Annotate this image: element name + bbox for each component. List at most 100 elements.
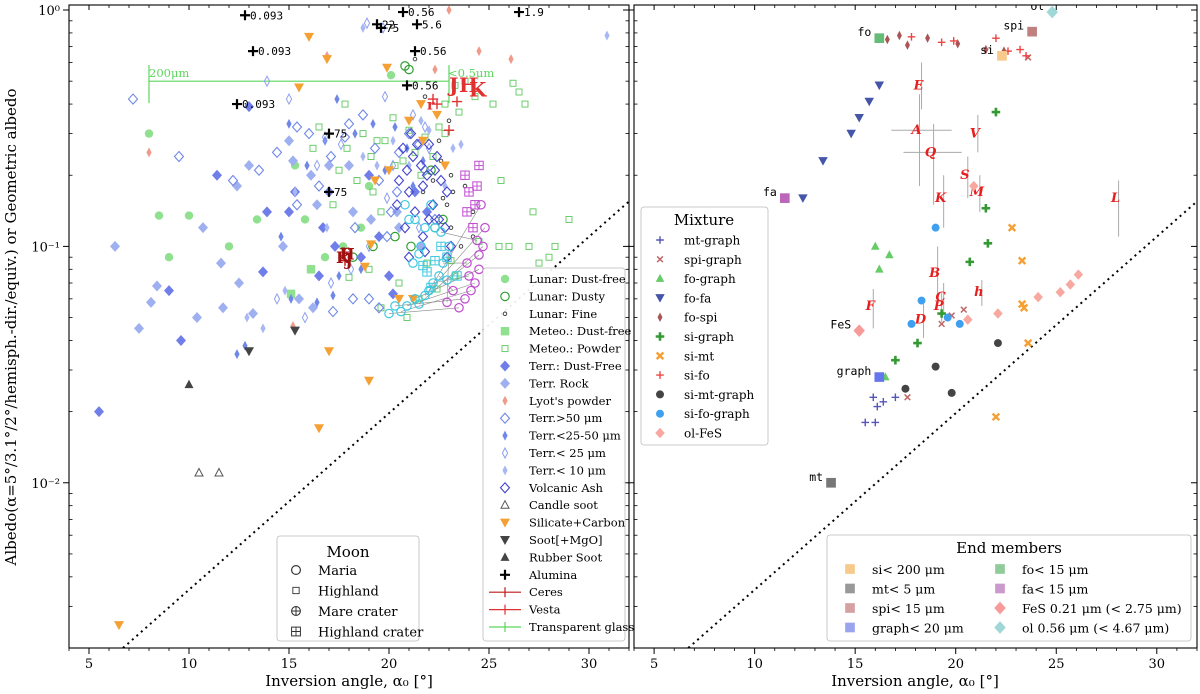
legend-item-candle-soot: Candle soot bbox=[500, 498, 598, 512]
point-terr-rock bbox=[278, 240, 288, 252]
legend-label: Terr.<25-50 μm bbox=[529, 429, 621, 443]
point-mt-graph bbox=[871, 418, 880, 427]
point-terr-dust-free bbox=[244, 101, 254, 113]
right-x-axis-label: Inversion angle, α₀ [°] bbox=[831, 672, 999, 690]
grey-connector-line bbox=[394, 298, 466, 307]
series-si-mt-graph bbox=[901, 339, 1002, 397]
point-vesta bbox=[443, 125, 455, 136]
asteroid-class-l: L bbox=[1110, 180, 1120, 237]
series-terr-50-m bbox=[127, 93, 441, 318]
point-terr-25-m bbox=[337, 138, 345, 151]
asteroid-class-d: D bbox=[914, 304, 927, 338]
point-lunar-dust-free bbox=[164, 253, 174, 262]
point-cyan-photometry bbox=[434, 271, 444, 281]
series-magenta-crater bbox=[460, 160, 484, 233]
point-terr-rock bbox=[284, 135, 294, 147]
point-volcanic-ash bbox=[431, 150, 443, 163]
point-terr-dust-free bbox=[284, 206, 294, 218]
asteroid-class-label: V bbox=[970, 127, 982, 142]
point-terr-25-m bbox=[273, 292, 281, 305]
series-cyan-photometry bbox=[384, 199, 454, 319]
point-silicate-carbon bbox=[440, 161, 450, 171]
point-cyan-photometry bbox=[404, 214, 414, 225]
point-si-fo bbox=[1022, 52, 1030, 60]
asteroid-class-label: F bbox=[865, 299, 876, 314]
endmember-legend-item-fo-15-m: fo< 15 μm bbox=[995, 562, 1089, 577]
legend-label: Transparent glass bbox=[529, 620, 634, 634]
point-magenta-photometry bbox=[472, 235, 482, 246]
mixture-legend-label: mt-graph bbox=[684, 234, 741, 248]
mixture-legend-swatch bbox=[656, 255, 664, 263]
transparent-glass-bracket bbox=[148, 65, 450, 104]
point-terr-50-m bbox=[303, 127, 315, 140]
point-cyan-photometry bbox=[430, 222, 440, 233]
point-mt-graph bbox=[891, 393, 900, 402]
point-candle-soot bbox=[214, 467, 224, 477]
series-si-graph bbox=[891, 107, 1001, 365]
legend-label: Candle soot bbox=[529, 498, 598, 512]
endmember-legend-item-mt-5-m: mt< 5 μm bbox=[845, 582, 935, 597]
point-cyan-photometry bbox=[390, 301, 400, 311]
point-meteo-powder bbox=[369, 188, 377, 196]
point-vesta bbox=[427, 93, 439, 105]
point-si-fo-graph bbox=[907, 319, 916, 328]
point-ol-fes bbox=[969, 180, 979, 192]
point-meteo-powder bbox=[495, 242, 503, 250]
legend-swatch bbox=[501, 446, 509, 460]
mixture-legend-swatch bbox=[655, 427, 665, 439]
legend-swatch bbox=[499, 481, 511, 494]
endmember-label: fo bbox=[857, 25, 871, 39]
point-volcanic-ash bbox=[397, 142, 409, 155]
legend-swatch bbox=[500, 499, 510, 509]
legend-swatch bbox=[489, 622, 521, 632]
point-terr-10-m bbox=[442, 181, 448, 192]
point-si-mt-graph bbox=[901, 384, 910, 393]
point-meteo-powder bbox=[399, 157, 407, 165]
point-cyan-photometry bbox=[400, 199, 410, 210]
point-volcanic-ash bbox=[427, 198, 439, 211]
point-meteo-powder bbox=[441, 100, 449, 108]
point-alumina bbox=[232, 99, 242, 110]
legend-label: Lyot's powder bbox=[529, 394, 611, 408]
point-meteo-powder bbox=[403, 314, 411, 322]
point-si-mt bbox=[991, 412, 1001, 422]
mixture-legend-item-fo-spi: fo-spi bbox=[657, 311, 718, 325]
mixture-legend-item-si-fo: si-fo bbox=[656, 369, 710, 383]
mixture-legend-swatch bbox=[656, 390, 664, 399]
point-magenta-crater bbox=[468, 222, 478, 233]
legend-item-terr-25-50-m: Terr.<25-50 μm bbox=[502, 429, 621, 443]
point-mt-graph bbox=[861, 418, 870, 427]
point-lunar-dust-free bbox=[144, 129, 154, 138]
point-si-graph bbox=[965, 257, 975, 267]
moon-legend-swatch-cross bbox=[291, 627, 301, 636]
legend-item-lunar-dust-free: Lunar: Dust-free bbox=[500, 272, 626, 286]
point-si-mt bbox=[1007, 223, 1017, 232]
point-si-mt bbox=[1017, 256, 1027, 265]
endmember-fa: fa bbox=[763, 185, 790, 203]
asteroid-class-label: K bbox=[934, 191, 947, 206]
mixture-legend-label: si-mt-graph bbox=[684, 388, 755, 402]
point-alumina bbox=[398, 7, 408, 18]
point-alumina bbox=[514, 7, 524, 18]
mixture-legend-swatch bbox=[655, 294, 665, 303]
series-cyan-crater bbox=[418, 241, 462, 293]
moon-legend-label: Highland crater bbox=[318, 626, 424, 641]
point-cyan-crater bbox=[430, 255, 440, 266]
point-volcanic-ash bbox=[405, 127, 417, 140]
point-si-fo-graph bbox=[943, 313, 952, 322]
moon-legend-label: Highland bbox=[318, 585, 379, 600]
moon-legend-item-highland-crater: Highland crater bbox=[291, 626, 424, 641]
series-si-fo-graph bbox=[907, 223, 964, 328]
legend-label: Volcanic Ash bbox=[528, 481, 604, 495]
band-label-h: H bbox=[459, 73, 478, 97]
legend-item-soot-mgo: Soot[+MgO] bbox=[500, 533, 603, 547]
point-soot-mgo bbox=[244, 347, 254, 357]
point-terr-rock bbox=[216, 257, 226, 269]
point-terr-50-m bbox=[381, 230, 393, 243]
grey-connector-line bbox=[446, 246, 450, 303]
band-label-j: J bbox=[447, 73, 458, 97]
endmember-label: si bbox=[980, 43, 994, 57]
series-fo-fa bbox=[798, 81, 885, 203]
asteroid-class-label: L bbox=[1110, 191, 1120, 206]
